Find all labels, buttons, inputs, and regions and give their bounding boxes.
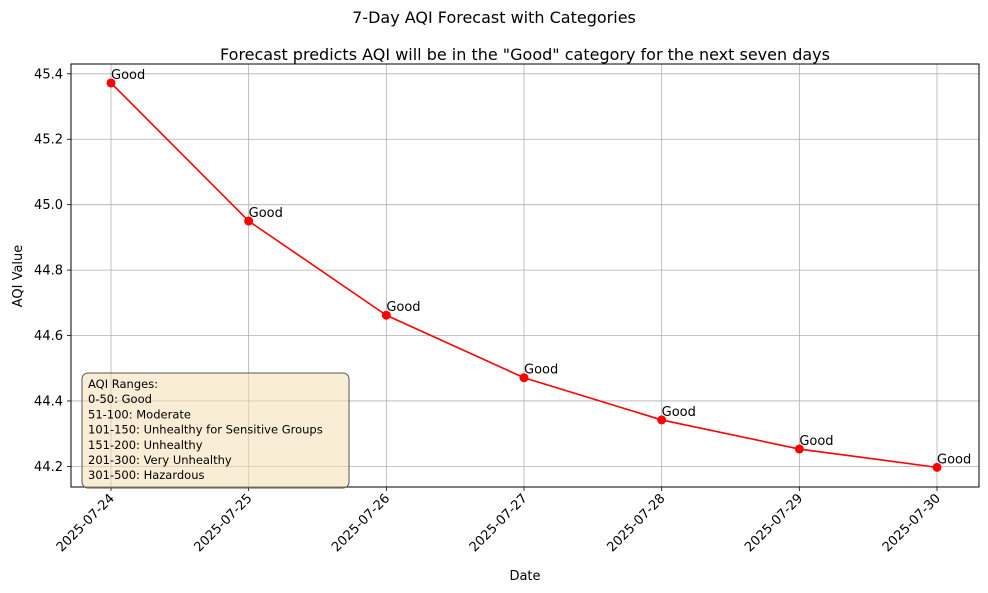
x-tick-label: 2025-07-25 xyxy=(191,491,255,555)
point-category-label: Good xyxy=(662,405,696,420)
data-point xyxy=(106,78,116,88)
x-axis-label: Date xyxy=(509,569,540,584)
point-category-label: Good xyxy=(249,206,283,221)
aqi-range-line: 0-50: Good xyxy=(88,392,152,406)
x-tick-label: 2025-07-26 xyxy=(329,491,393,555)
chart-suptitle: 7-Day AQI Forecast with Categories xyxy=(352,8,636,27)
y-tick-label: 44.6 xyxy=(34,329,63,344)
y-tick-label: 45.2 xyxy=(34,133,63,148)
y-tick-label: 45.0 xyxy=(34,198,63,213)
y-tick-label: 44.2 xyxy=(34,460,63,475)
point-category-label: Good xyxy=(524,363,558,378)
data-point xyxy=(381,310,391,320)
point-category-label: Good xyxy=(386,300,420,315)
aqi-range-line: 301-500: Hazardous xyxy=(88,468,205,482)
aqi-range-line: 151-200: Unhealthy xyxy=(88,438,203,452)
x-tick-label: 2025-07-29 xyxy=(742,491,806,555)
point-category-label: Good xyxy=(937,452,971,467)
chart-title: Forecast predicts AQI will be in the "Go… xyxy=(220,45,830,64)
aqi-range-line: 51-100: Moderate xyxy=(88,407,191,421)
point-category-label: Good xyxy=(111,68,145,83)
x-tick-label: 2025-07-24 xyxy=(54,491,118,555)
x-tick-label: 2025-07-28 xyxy=(604,491,668,555)
aqi-range-line: AQI Ranges: xyxy=(88,377,158,391)
data-point xyxy=(932,462,942,472)
y-tick-label: 45.4 xyxy=(34,67,63,82)
series-layer: Good Good Good Good Good Good Good xyxy=(106,68,971,472)
x-tick-label: 2025-07-30 xyxy=(880,491,944,555)
data-point xyxy=(794,444,804,454)
aqi-range-line: 101-150: Unhealthy for Sensitive Groups xyxy=(88,423,323,437)
data-point xyxy=(244,216,254,226)
x-tick-label: 2025-07-27 xyxy=(467,491,531,555)
aqi-ranges-box-background xyxy=(81,372,350,489)
y-tick-label: 44.8 xyxy=(34,264,63,279)
y-axis-label: AQI Value xyxy=(11,245,26,308)
grid-layer xyxy=(71,64,979,487)
aqi-range-line: 201-300: Very Unhealthy xyxy=(88,453,232,467)
data-point xyxy=(657,415,667,425)
data-point xyxy=(519,373,529,383)
point-category-label: Good xyxy=(799,434,833,449)
y-tick-label: 44.4 xyxy=(34,394,63,409)
plot-frame xyxy=(70,63,980,488)
